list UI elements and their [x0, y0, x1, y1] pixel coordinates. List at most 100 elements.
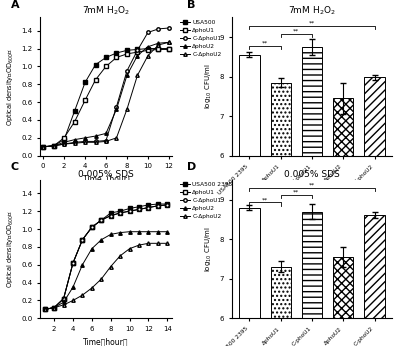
- Line: C-ΔphoU2: C-ΔphoU2: [42, 40, 170, 148]
- USA500: [146, 46, 150, 51]
- C-ΔphoU2: [124, 107, 129, 111]
- USA500: [41, 145, 46, 149]
- USA500 2395: [42, 307, 47, 311]
- C-ΔphoU2: [70, 298, 75, 302]
- Line: C-ΔphoU2: C-ΔphoU2: [43, 242, 169, 311]
- ΔphoU2: [127, 230, 132, 234]
- Title: 0.005% SDS: 0.005% SDS: [78, 170, 134, 179]
- ΔphoU2: [166, 40, 171, 44]
- C-ΔphoU2: [80, 293, 85, 297]
- C-ΔphoU2: [90, 286, 94, 290]
- C-ΔphoU2: [93, 140, 98, 144]
- C-ΔphoU2: [127, 247, 132, 251]
- ΔphoU1: [156, 204, 160, 208]
- Y-axis label: Optical density（OD$_{600}$）: Optical density（OD$_{600}$）: [5, 47, 16, 126]
- ΔphoU2: [146, 45, 150, 49]
- USA500 2395: [146, 203, 151, 207]
- USA500 2395: [118, 209, 122, 213]
- ΔphoU2: [104, 131, 108, 135]
- C-ΔphoU2: [83, 140, 88, 144]
- C-ΔphoU1: [99, 218, 104, 222]
- USA500: [124, 48, 129, 52]
- Text: A: A: [11, 0, 20, 10]
- ΔphoU2: [83, 136, 88, 140]
- Title: 7mM H$_2$O$_2$: 7mM H$_2$O$_2$: [288, 5, 336, 17]
- Title: 0.005% SDS: 0.005% SDS: [284, 170, 340, 179]
- ΔphoU2: [80, 263, 85, 267]
- USA500 2395: [52, 306, 56, 310]
- Bar: [239, 208, 260, 318]
- C-ΔphoU2: [166, 40, 171, 44]
- Line: C-ΔphoU1: C-ΔphoU1: [42, 26, 170, 148]
- ΔphoU2: [114, 107, 119, 111]
- USA500: [72, 109, 77, 113]
- Text: **: **: [309, 21, 315, 26]
- ΔphoU1: [137, 207, 142, 211]
- C-ΔphoU1: [41, 145, 46, 149]
- Text: **: **: [262, 197, 268, 202]
- Bar: [333, 98, 354, 156]
- C-ΔphoU2: [146, 241, 151, 245]
- Legend: USA500, ΔphoU1, C-ΔphoU1, ΔphoU2, C-ΔphoU2: USA500, ΔphoU1, C-ΔphoU1, ΔphoU2, C-Δpho…: [177, 17, 224, 59]
- Bar: [302, 211, 322, 318]
- Text: **: **: [262, 40, 268, 45]
- Line: ΔphoU2: ΔphoU2: [43, 230, 169, 311]
- X-axis label: Time（hour）: Time（hour）: [83, 337, 129, 346]
- C-ΔphoU2: [156, 43, 161, 47]
- C-ΔphoU2: [137, 243, 142, 247]
- ΔphoU1: [62, 136, 66, 140]
- C-ΔphoU1: [118, 211, 122, 215]
- C-ΔphoU1: [90, 225, 94, 229]
- C-ΔphoU1: [62, 142, 66, 146]
- Bar: [364, 78, 385, 156]
- C-ΔphoU1: [114, 104, 119, 109]
- C-ΔphoU2: [114, 136, 119, 140]
- Bar: [239, 55, 260, 156]
- Text: **: **: [293, 28, 300, 34]
- ΔphoU2: [93, 134, 98, 138]
- Text: **: **: [309, 182, 315, 188]
- ΔphoU1: [146, 48, 150, 52]
- ΔphoU2: [70, 285, 75, 289]
- USA500: [114, 51, 119, 55]
- ΔphoU2: [156, 230, 160, 234]
- USA500 2395: [80, 238, 85, 242]
- C-ΔphoU1: [146, 206, 151, 210]
- Text: D: D: [187, 162, 196, 172]
- ΔphoU2: [52, 306, 56, 310]
- ΔphoU1: [127, 209, 132, 213]
- C-ΔphoU2: [52, 306, 56, 310]
- X-axis label: Time  (hour): Time (hour): [82, 175, 130, 184]
- USA500 2395: [137, 204, 142, 209]
- ΔphoU1: [104, 64, 108, 69]
- ΔphoU1: [108, 213, 113, 218]
- C-ΔphoU1: [124, 69, 129, 73]
- ΔphoU1: [135, 50, 140, 54]
- ΔphoU1: [114, 55, 119, 60]
- ΔphoU1: [156, 47, 161, 52]
- Bar: [302, 47, 322, 156]
- C-ΔphoU2: [51, 144, 56, 148]
- C-ΔphoU2: [135, 73, 140, 78]
- Line: USA500 2395: USA500 2395: [43, 202, 169, 311]
- C-ΔphoU1: [51, 144, 56, 148]
- Line: ΔphoU2: ΔphoU2: [42, 40, 170, 148]
- ΔphoU1: [51, 144, 56, 148]
- Legend: USA500 2395, ΔphoU1, C-ΔphoU1, ΔphoU2, C-ΔphoU2: USA500 2395, ΔphoU1, C-ΔphoU1, ΔphoU2, C…: [177, 180, 235, 222]
- ΔphoU1: [166, 47, 171, 52]
- USA500: [62, 138, 66, 142]
- C-ΔphoU1: [108, 213, 113, 218]
- ΔphoU2: [72, 138, 77, 142]
- ΔphoU2: [135, 54, 140, 58]
- C-ΔphoU1: [166, 26, 171, 30]
- C-ΔphoU1: [52, 306, 56, 310]
- Y-axis label: log$_{10}$ CFU/ml: log$_{10}$ CFU/ml: [204, 64, 214, 109]
- ΔphoU1: [52, 306, 56, 310]
- C-ΔphoU1: [72, 140, 77, 144]
- Line: C-ΔphoU1: C-ΔphoU1: [43, 203, 169, 311]
- USA500 2395: [127, 207, 132, 211]
- C-ΔphoU2: [72, 141, 77, 145]
- Title: 7mM H$_2$O$_2$: 7mM H$_2$O$_2$: [82, 5, 130, 17]
- ΔphoU1: [72, 120, 77, 124]
- C-ΔphoU1: [137, 207, 142, 211]
